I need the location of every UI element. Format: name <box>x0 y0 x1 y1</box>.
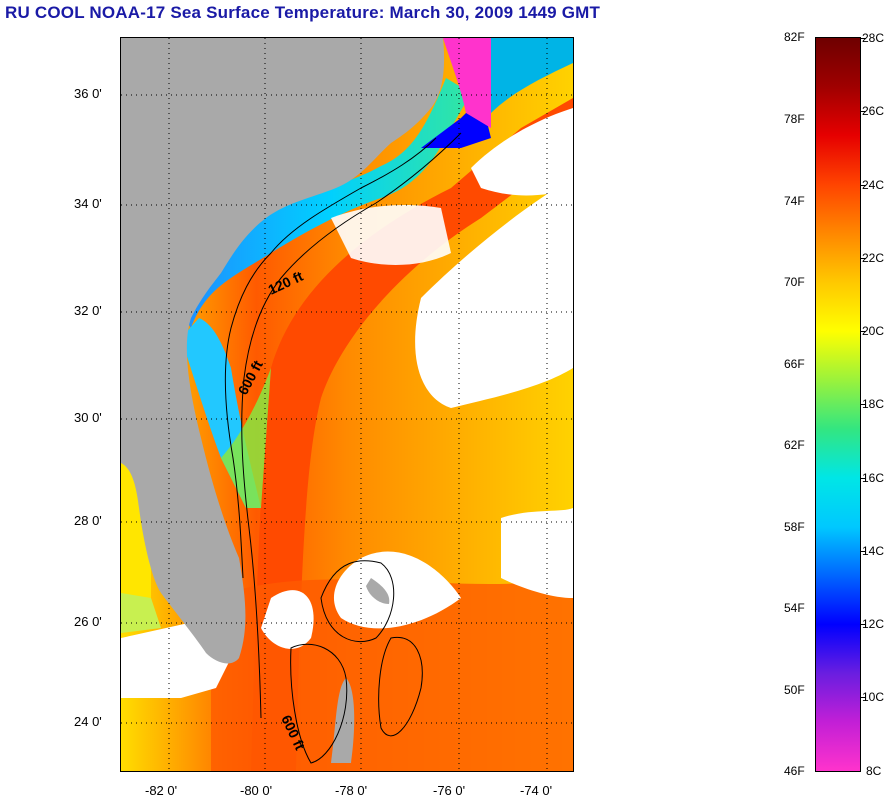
lat-label: 26 0' <box>74 614 102 629</box>
isobath-120ft <box>224 137 437 579</box>
colorbar-c-label: 16C <box>862 471 885 485</box>
colorbar-c-label: 20C <box>862 324 885 338</box>
colorbar-f-label: 74F <box>784 194 805 208</box>
cold-water-ne <box>443 38 491 128</box>
lon-label: -80 0' <box>240 783 273 798</box>
lat-label: 32 0' <box>74 303 102 318</box>
colorbar-c-label: 10C <box>862 690 885 704</box>
colorbar-c-label: 26C <box>862 104 885 118</box>
lat-label: 30 0' <box>74 410 102 425</box>
lon-label: -74 0' <box>520 783 553 798</box>
colorbar-c-label: 24C <box>862 178 885 192</box>
colorbar-c-label: 12C <box>862 617 885 631</box>
lon-label: -78 0' <box>335 783 368 798</box>
colorbar-c-label: 28C <box>862 31 885 45</box>
isobath-600ft <box>241 132 462 719</box>
colorbar-c-label: 14C <box>862 544 885 558</box>
colorbar-f-label: 66F <box>784 357 805 371</box>
colorbar-f-label: 54F <box>784 601 805 615</box>
colorbar-f-label: 50F <box>784 683 805 697</box>
lat-label: 24 0' <box>74 714 102 729</box>
page-title: RU COOL NOAA-17 Sea Surface Temperature:… <box>5 3 601 22</box>
colorbar-c-label: 8C <box>866 764 882 778</box>
colorbar-f-label: 70F <box>784 275 805 289</box>
colorbar-c-label: 18C <box>862 397 885 411</box>
cloud-cover <box>415 178 573 408</box>
land-mass <box>121 38 445 664</box>
sst-map: 120 ft 600 ft 600 ft <box>120 37 574 772</box>
colorbar-f-label: 82F <box>784 30 805 44</box>
colorbar-f-label: 78F <box>784 112 805 126</box>
lat-label: 28 0' <box>74 513 102 528</box>
colorbar-f-label: 62F <box>784 438 805 452</box>
lon-label: -76 0' <box>433 783 466 798</box>
lon-label: -82 0' <box>145 783 178 798</box>
colorbar-f-label: 46F <box>784 764 805 778</box>
colorbar-f-label: 58F <box>784 520 805 534</box>
lat-label: 34 0' <box>74 196 102 211</box>
temperature-colorbar <box>815 37 861 772</box>
colorbar-c-label: 22C <box>862 251 885 265</box>
sst-map-canvas: 120 ft 600 ft 600 ft <box>121 38 573 771</box>
graticule <box>121 38 573 771</box>
shelf-water <box>187 78 471 328</box>
lat-label: 36 0' <box>74 86 102 101</box>
